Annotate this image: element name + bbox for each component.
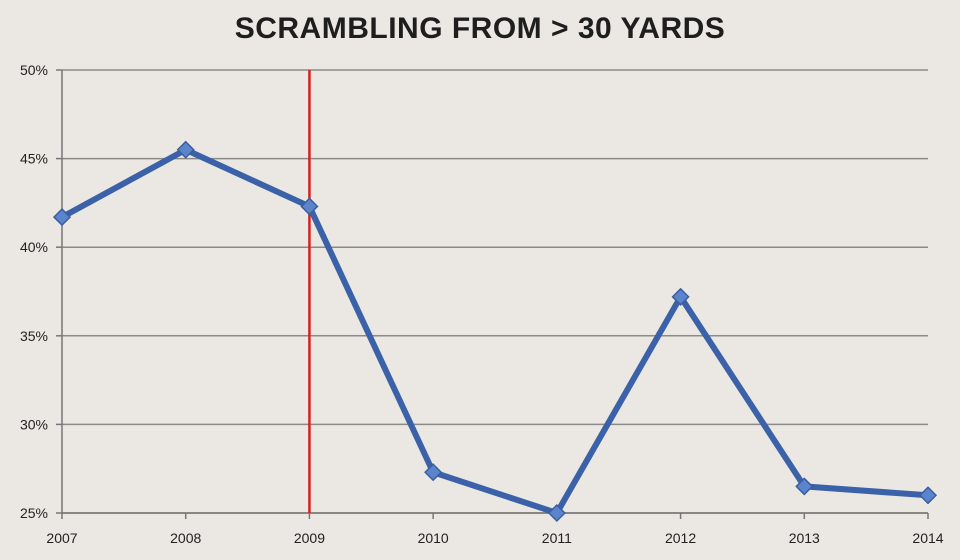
x-tick-label-2013: 2013 [789, 530, 820, 546]
data-point-2014 [918, 486, 938, 505]
chart-title: SCRAMBLING FROM > 30 YARDS [234, 12, 726, 45]
x-tick-label-2007: 2007 [46, 530, 77, 546]
x-tick-label-2011: 2011 [542, 530, 572, 546]
x-tick-label-2008: 2008 [170, 530, 201, 546]
y-tick-labels: 25% 30% 35% 40% 45% 50% [20, 62, 48, 521]
data-point-2010 [424, 463, 443, 482]
data-point-2009 [300, 197, 319, 216]
y-tick-label-50: 50% [20, 62, 48, 78]
data-point-2013 [795, 477, 814, 496]
axes [56, 69, 929, 519]
x-tick-label-2009: 2009 [294, 530, 325, 546]
series [52, 140, 938, 523]
y-tick-label-45: 45% [20, 151, 48, 167]
x-tick-label-2010: 2010 [418, 530, 449, 546]
y-tick-label-40: 40% [20, 239, 48, 255]
data-point-2011 [547, 503, 566, 523]
y-tick-label-30: 30% [20, 416, 48, 432]
data-point-2012 [671, 287, 690, 306]
x-tick-label-2014: 2014 [912, 530, 943, 546]
x-tick-label-2012: 2012 [665, 530, 696, 546]
y-tick-label-35: 35% [20, 328, 48, 344]
gridlines [62, 69, 928, 514]
x-tick-labels: 2007 2008 2009 2010 2011 2012 2013 2014 [46, 530, 943, 546]
data-point-2007 [52, 208, 72, 227]
series-line-0 [59, 146, 931, 516]
y-tick-label-25: 25% [20, 505, 48, 521]
data-point-2008 [176, 140, 195, 159]
